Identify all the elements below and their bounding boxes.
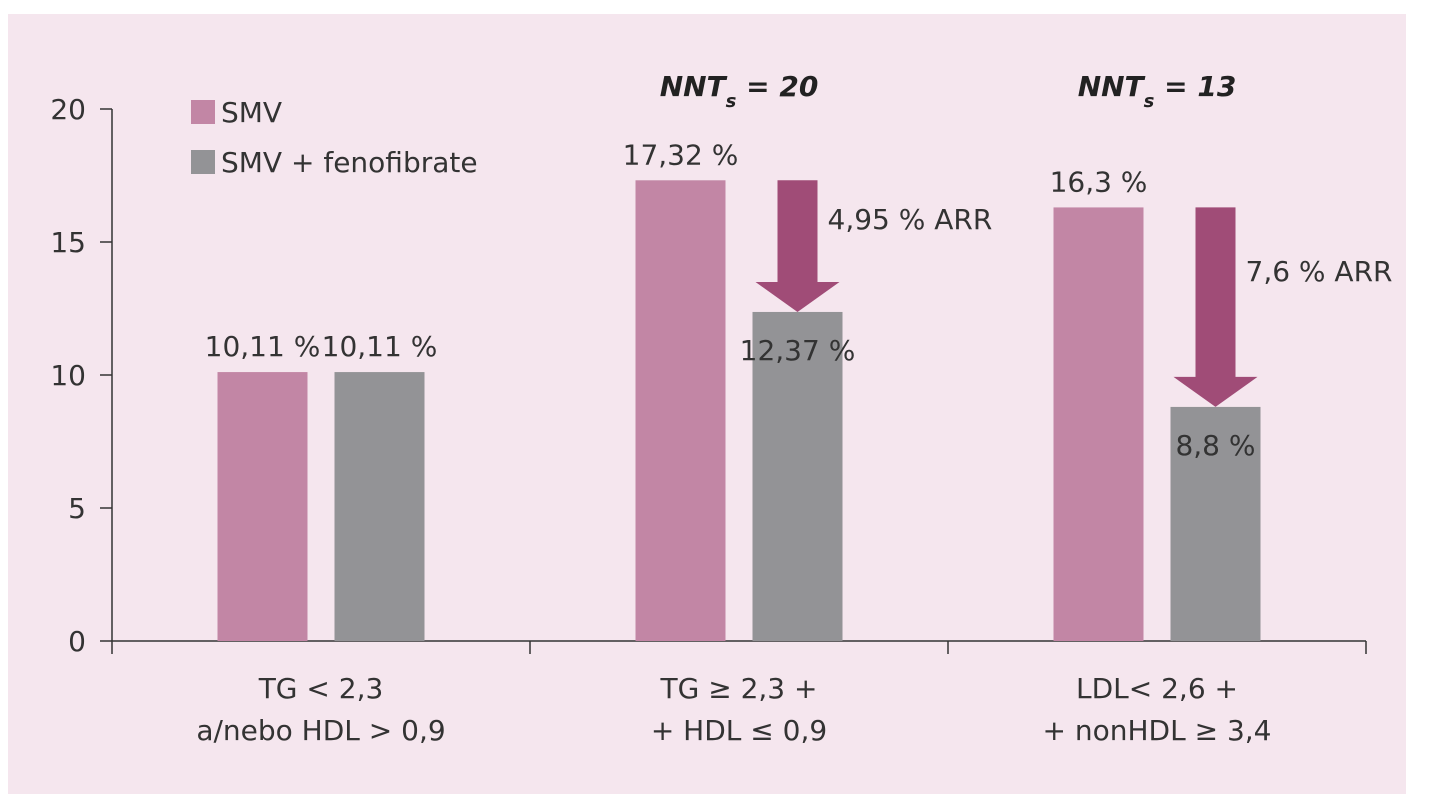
bar [752,311,843,641]
legend-swatch [191,150,215,174]
data-label: 10,11 % [205,330,321,363]
y-tick-label: 10 [50,359,86,392]
category-label: LDL< 2,6 + [1076,672,1238,705]
bar [635,180,726,641]
legend-label: SMV [221,96,282,129]
data-label: 17,32 % [623,138,739,171]
arrows [755,180,1258,407]
data-label: 10,11 % [322,330,438,363]
arr-arrow [1173,207,1258,407]
data-label: 16,3 % [1050,165,1148,198]
y-tick-label: 0 [68,625,86,658]
labels: TG < 2,3 a/nebo HDL > 0,9 TG ≥ 2,3 + + HDL … [196,70,1392,747]
bar [1170,406,1261,641]
category-label: a/nebo HDL > 0,9 [196,714,445,747]
category-label: TG ≥ 2,3 + [660,672,818,705]
arr-label: 7,6 % ARR [1246,255,1393,288]
nnt-label: NNTs = 20 [660,70,819,112]
bar [217,372,308,641]
y-tick-label: 15 [50,226,86,259]
chart-panel: 0 5 10 15 20 TG < 2,3 a/nebo HDL > 0,9 TG ≥ 2,… [8,14,1406,794]
nnt-label: NNTs = 13 [1078,70,1237,112]
category-label: + nonHDL ≥ 3,4 [1043,714,1272,747]
y-tick-label: 20 [50,93,86,126]
category-label: + HDL ≤ 0,9 [651,714,827,747]
arr-label: 4,95 % ARR [828,203,993,236]
bar [1053,207,1144,642]
bar-chart: 0 5 10 15 20 TG < 2,3 a/nebo HDL > 0,9 TG ≥ 2,… [50,70,1392,747]
category-label: TG < 2,3 [258,672,384,705]
bars [217,180,1261,642]
legend: SMV SMV + fenofibrate [191,96,478,179]
arr-arrow [755,180,840,312]
axes: 0 5 10 15 20 [50,93,1367,658]
data-label: 12,37 % [740,334,856,367]
legend-label: SMV + fenofibrate [221,146,478,179]
bar [334,372,425,641]
data-label: 8,8 % [1175,429,1255,462]
legend-swatch [191,100,215,124]
y-tick-label: 5 [68,492,86,525]
